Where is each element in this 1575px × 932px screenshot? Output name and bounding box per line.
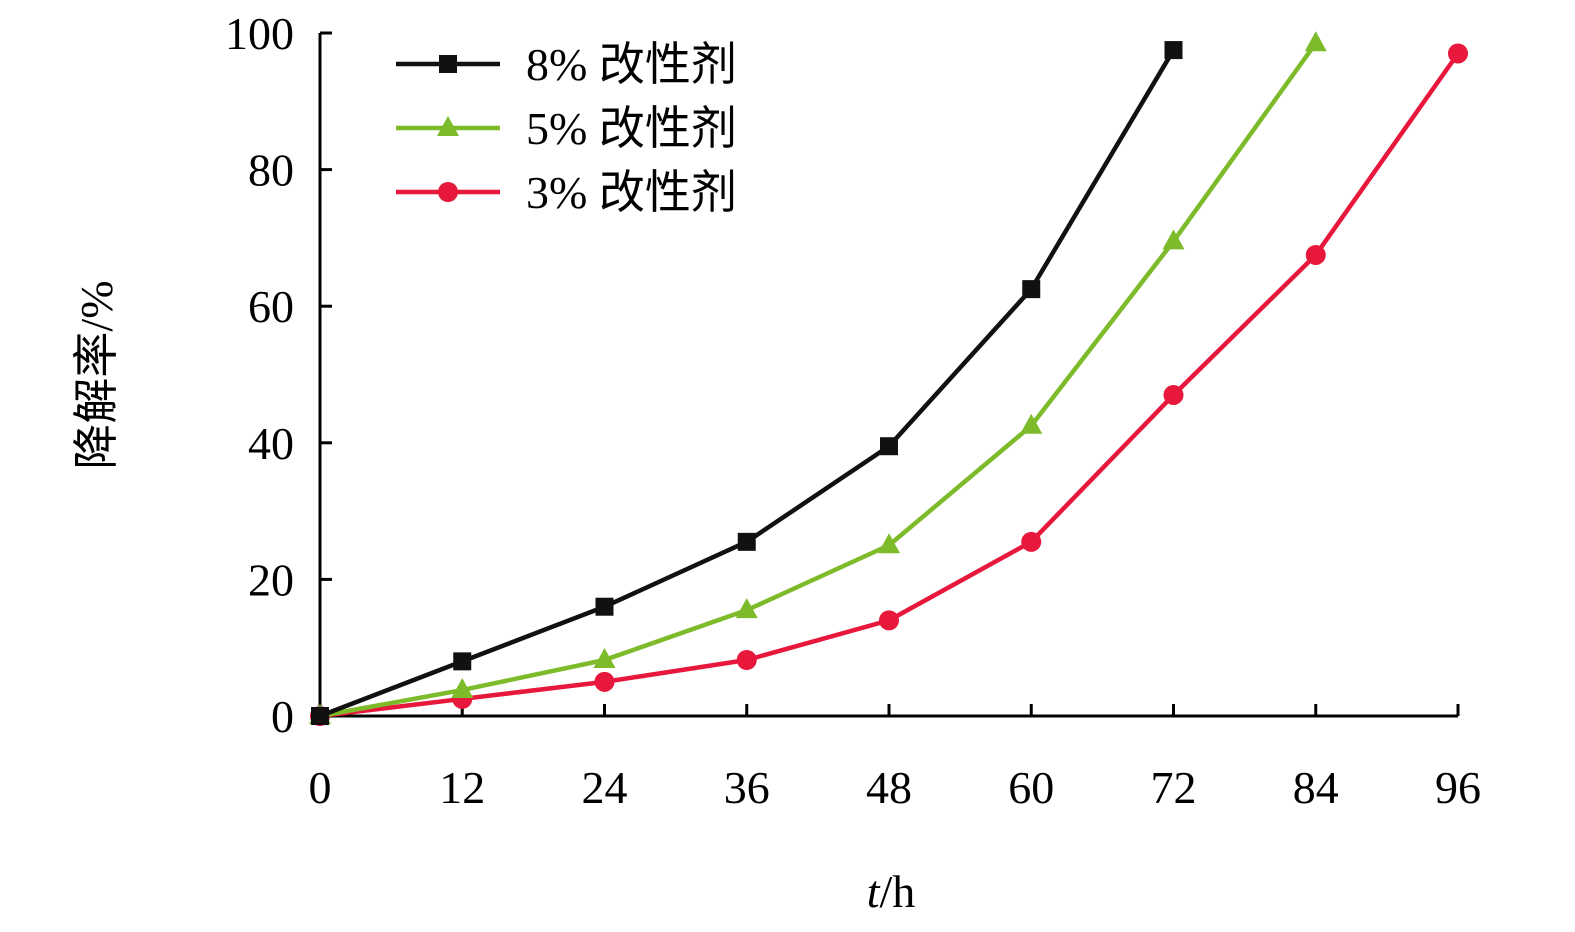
legend-label: 3% 改性剂 [526,167,737,218]
data-point [1164,41,1183,60]
data-point [1304,31,1327,52]
series-line [319,41,1318,719]
y-tick-label: 40 [248,418,294,469]
y-tick-label: 80 [248,145,294,196]
series-layer [309,31,1468,726]
data-point [1163,384,1184,405]
legend-item: 8% 改性剂 [396,39,737,90]
data-point [1305,244,1326,265]
legend-swatch-marker [439,55,457,73]
data-point [880,437,898,456]
x-tick-label: 84 [1293,762,1339,813]
x-tick-label: 96 [1435,762,1481,813]
data-point [736,649,757,670]
data-point [878,533,900,554]
legend-item: 3% 改性剂 [396,167,737,218]
x-tick-label: 72 [1151,762,1197,813]
x-axis-title-var: t [867,866,881,917]
y-tick-label: 60 [248,281,294,332]
legend: 8% 改性剂 5% 改性剂 3% 改性剂 [396,39,737,218]
y-axis-title: 降解率/% [71,280,122,469]
data-point [451,678,474,699]
x-tick-label: 36 [724,762,770,813]
data-point [737,532,756,551]
data-point [311,707,329,725]
x-tick-label: 12 [439,762,485,813]
legend-label: 8% 改性剂 [526,39,737,90]
x-axis-title-unit: /h [880,866,916,917]
series-1 [309,31,1327,724]
x-tick-label: 24 [582,762,628,813]
series-2 [310,43,1468,726]
legend-swatch-marker [438,182,458,202]
y-tick-label: 100 [225,8,294,59]
legend-swatch-marker [437,116,459,136]
data-point [1021,531,1042,552]
data-point [595,597,614,616]
legend-label: 5% 改性剂 [526,103,737,154]
y-tick-label: 0 [271,691,294,742]
axis-ticks: 0 20 40 60 80 100 0 12 24 36 48 60 72 84 96 [225,8,1481,813]
data-point [1162,229,1185,250]
data-point [593,647,616,668]
data-point [1448,43,1468,64]
data-point [594,671,615,692]
x-tick-label: 48 [866,762,912,813]
x-tick-label: 60 [1008,762,1054,813]
data-point [1020,413,1043,434]
legend-item: 5% 改性剂 [396,103,737,154]
data-point [1022,280,1041,299]
data-point [735,598,758,619]
data-point [453,652,472,671]
y-tick-label: 20 [248,554,294,605]
data-point [879,610,899,631]
x-tick-label: 0 [309,762,332,813]
x-axis-title: t/h [867,866,916,917]
series-0 [311,41,1183,725]
